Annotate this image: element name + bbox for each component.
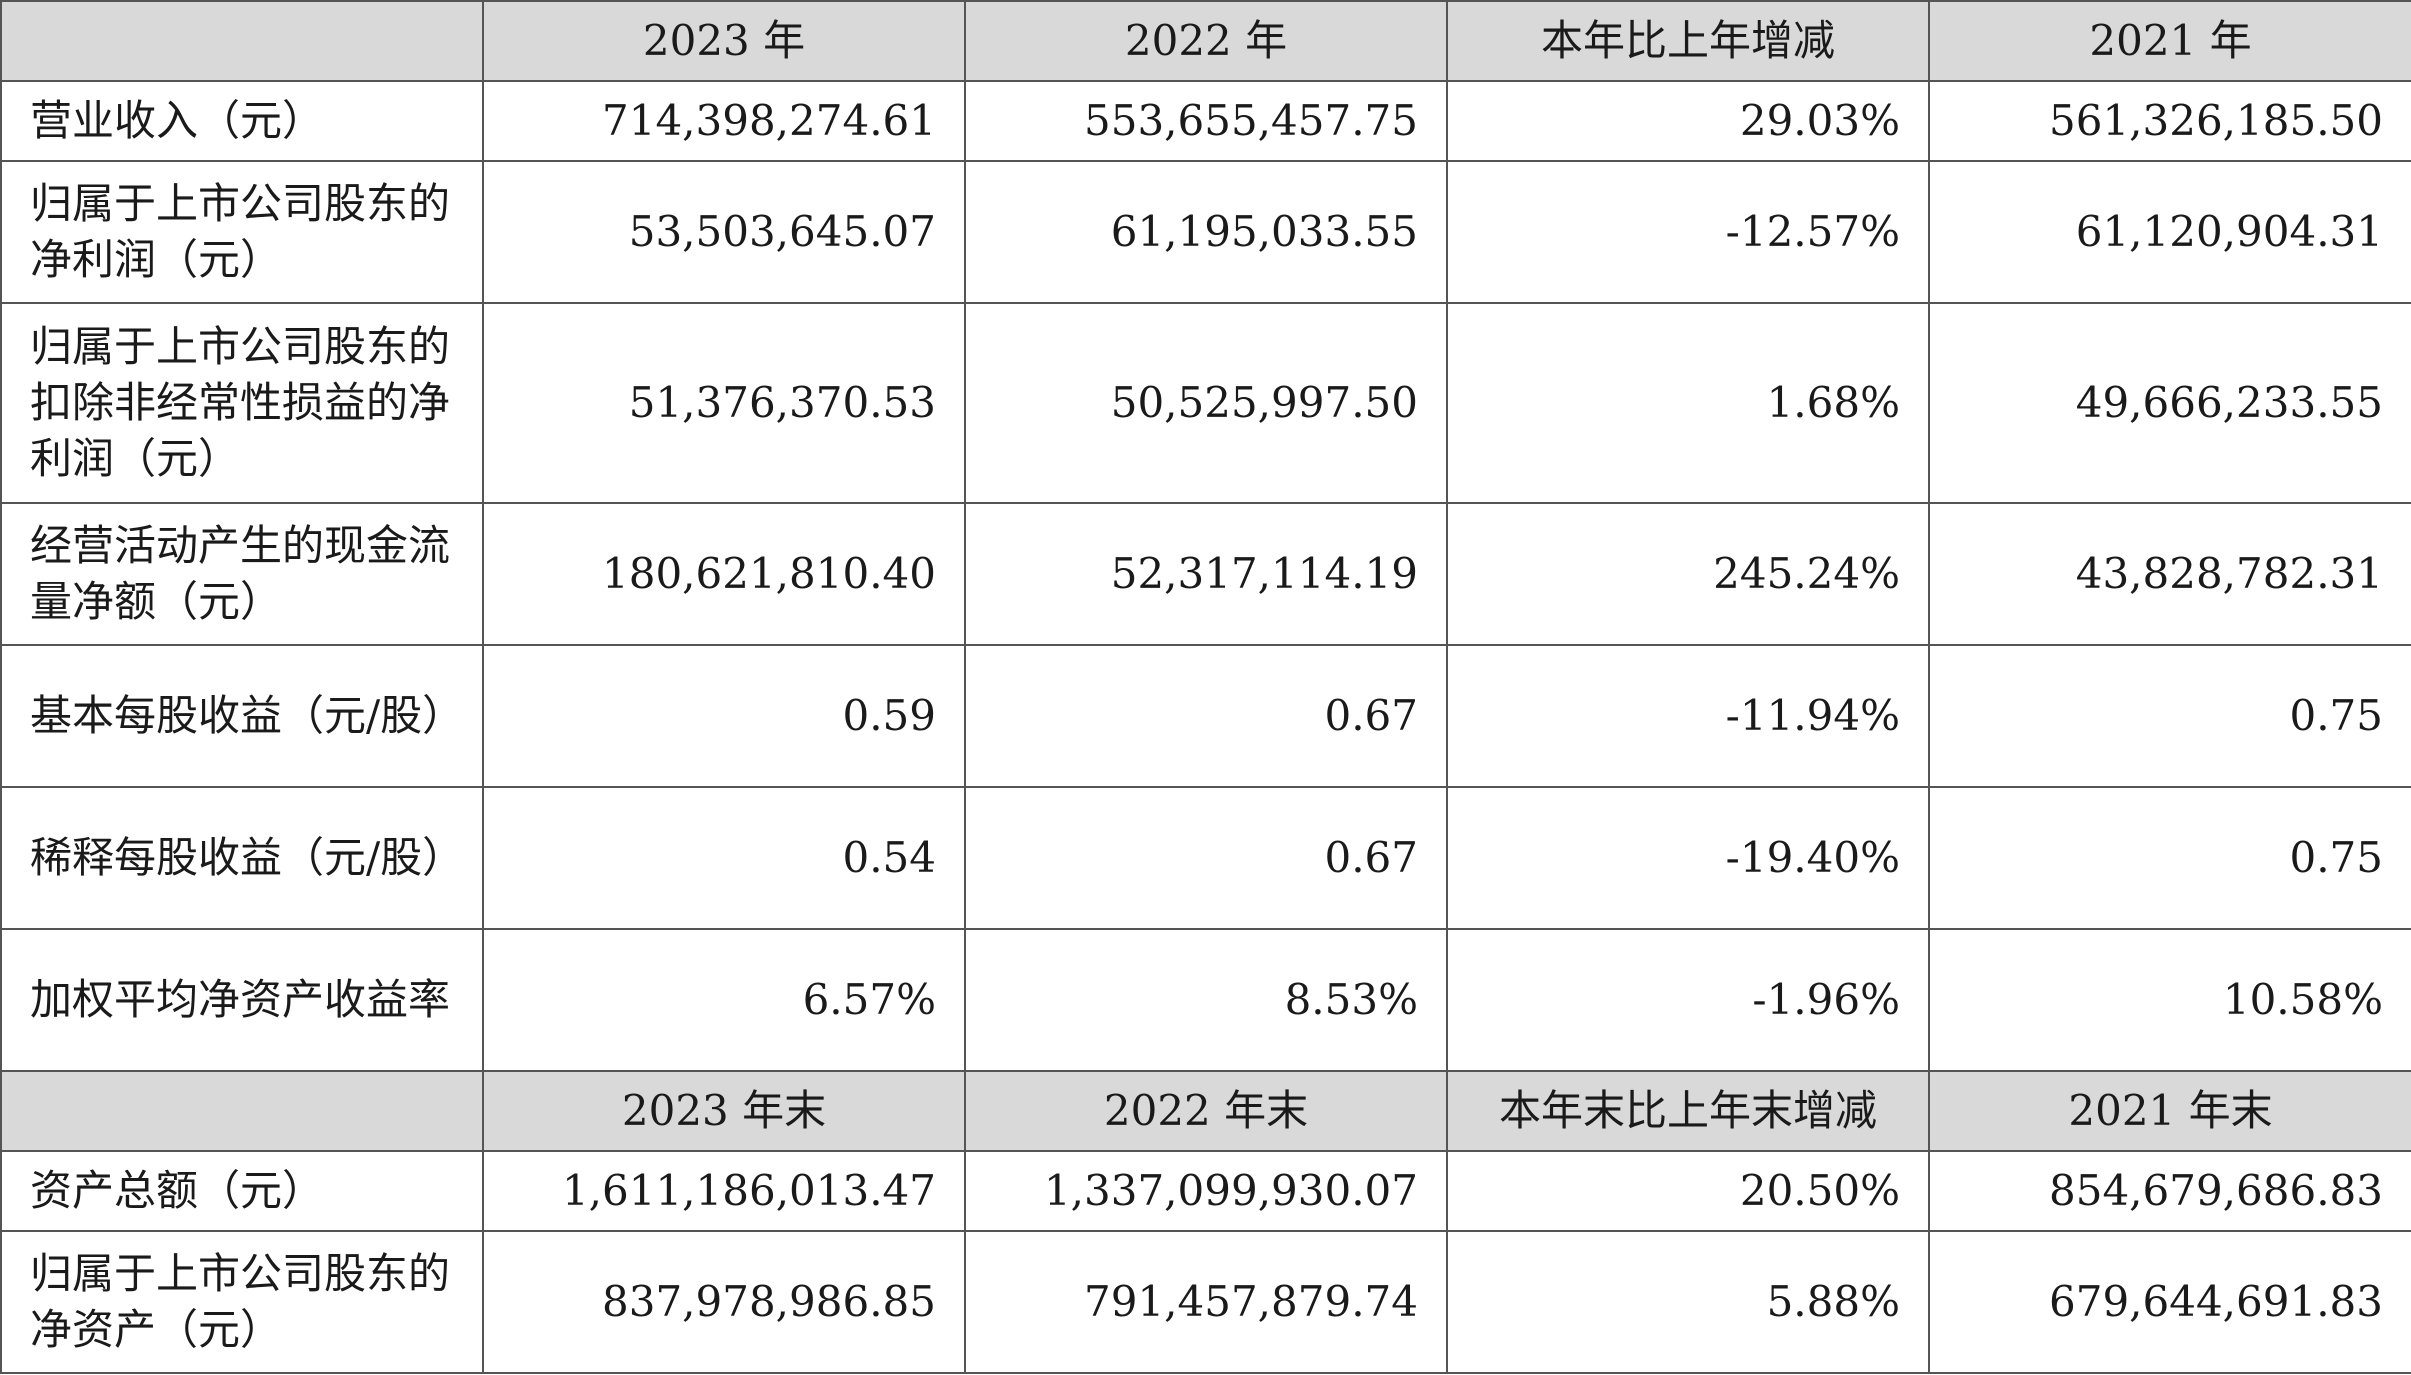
cell-value: 0.75 [1928,786,2411,930]
cell-value: -19.40% [1446,786,1930,930]
cell-value: 51,376,370.53 [482,302,966,504]
table-row: 归属于上市公司股东的净利润（元） 53,503,645.07 61,195,03… [0,160,2411,304]
row-label: 归属于上市公司股东的净利润（元） [0,160,484,304]
table-row: 归属于上市公司股东的净资产（元） 837,978,986.85 791,457,… [0,1230,2411,1374]
row-label: 加权平均净资产收益率 [0,928,484,1072]
row-label: 基本每股收益（元/股） [0,644,484,788]
header-cell-2022: 2022 年 [964,0,1448,82]
cell-value: 43,828,782.31 [1928,502,2411,646]
subheader-cell-change: 本年末比上年末增减 [1446,1070,1930,1152]
cell-value: 29.03% [1446,80,1930,162]
cell-value: -1.96% [1446,928,1930,1072]
cell-value: 6.57% [482,928,966,1072]
cell-value: 53,503,645.07 [482,160,966,304]
cell-value: 8.53% [964,928,1448,1072]
cell-value: 20.50% [1446,1150,1930,1232]
cell-value: 5.88% [1446,1230,1930,1374]
cell-value: 837,978,986.85 [482,1230,966,1374]
table-row: 加权平均净资产收益率 6.57% 8.53% -1.96% 10.58% [0,928,2411,1072]
row-label: 资产总额（元） [0,1150,484,1232]
table-subheader-row: 2023 年末 2022 年末 本年末比上年末增减 2021 年末 [0,1070,2411,1152]
row-label: 稀释每股收益（元/股） [0,786,484,930]
cell-value: 49,666,233.55 [1928,302,2411,504]
cell-value: 52,317,114.19 [964,502,1448,646]
subheader-cell-2023-end: 2023 年末 [482,1070,966,1152]
cell-value: 1,337,099,930.07 [964,1150,1448,1232]
cell-value: 10.58% [1928,928,2411,1072]
cell-value: 679,644,691.83 [1928,1230,2411,1374]
cell-value: 0.67 [964,786,1448,930]
cell-value: -12.57% [1446,160,1930,304]
table-row: 稀释每股收益（元/股） 0.54 0.67 -19.40% 0.75 [0,786,2411,930]
header-cell-2021: 2021 年 [1928,0,2411,82]
cell-value: 714,398,274.61 [482,80,966,162]
header-cell-empty [0,0,484,82]
row-label: 归属于上市公司股东的净资产（元） [0,1230,484,1374]
row-label: 经营活动产生的现金流量净额（元） [0,502,484,646]
cell-value: 0.59 [482,644,966,788]
cell-value: 0.67 [964,644,1448,788]
table-row: 经营活动产生的现金流量净额（元） 180,621,810.40 52,317,1… [0,502,2411,646]
table-row: 营业收入（元） 714,398,274.61 553,655,457.75 29… [0,80,2411,162]
cell-value: 0.75 [1928,644,2411,788]
table-header-row: 2023 年 2022 年 本年比上年增减 2021 年 [0,0,2411,82]
cell-value: 1.68% [1446,302,1930,504]
cell-value: 61,120,904.31 [1928,160,2411,304]
header-cell-change: 本年比上年增减 [1446,0,1930,82]
cell-value: -11.94% [1446,644,1930,788]
cell-value: 245.24% [1446,502,1930,646]
subheader-cell-empty [0,1070,484,1152]
cell-value: 553,655,457.75 [964,80,1448,162]
cell-value: 0.54 [482,786,966,930]
table-row: 基本每股收益（元/股） 0.59 0.67 -11.94% 0.75 [0,644,2411,788]
table-row: 归属于上市公司股东的扣除非经常性损益的净利润（元） 51,376,370.53 … [0,302,2411,504]
table-row: 资产总额（元） 1,611,186,013.47 1,337,099,930.0… [0,1150,2411,1232]
cell-value: 61,195,033.55 [964,160,1448,304]
header-cell-2023: 2023 年 [482,0,966,82]
row-label: 归属于上市公司股东的扣除非经常性损益的净利润（元） [0,302,484,504]
cell-value: 561,326,185.50 [1928,80,2411,162]
cell-value: 50,525,997.50 [964,302,1448,504]
subheader-cell-2022-end: 2022 年末 [964,1070,1448,1152]
subheader-cell-2021-end: 2021 年末 [1928,1070,2411,1152]
cell-value: 180,621,810.40 [482,502,966,646]
cell-value: 854,679,686.83 [1928,1150,2411,1232]
row-label: 营业收入（元） [0,80,484,162]
cell-value: 791,457,879.74 [964,1230,1448,1374]
cell-value: 1,611,186,013.47 [482,1150,966,1232]
